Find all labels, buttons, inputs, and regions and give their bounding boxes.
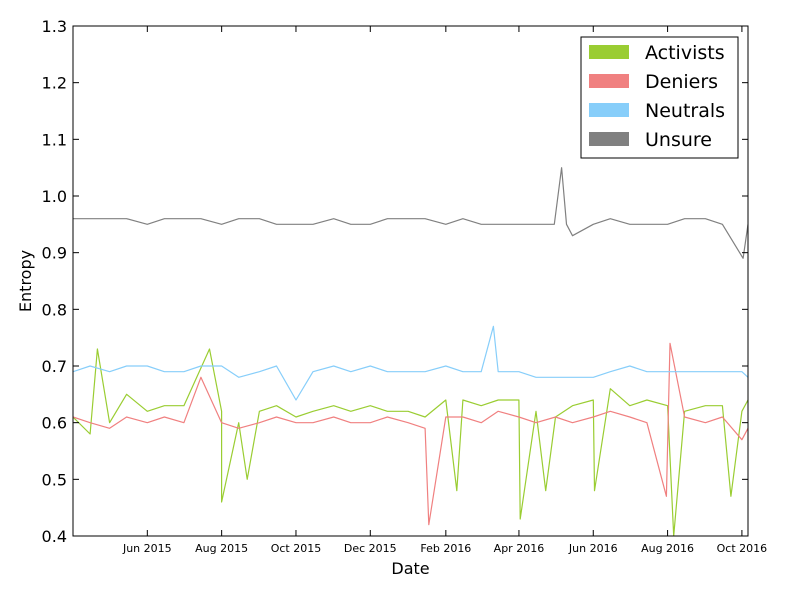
x-tick-label: Aug 2015 (195, 542, 248, 555)
series-layer (73, 167, 748, 536)
y-tick-label: 0.7 (42, 357, 67, 376)
series-line-unsure (73, 167, 748, 259)
legend-swatch-unsure (589, 132, 629, 146)
y-axis-label: Entropy (16, 250, 35, 312)
y-tick-label: 0.5 (42, 470, 67, 489)
x-tick-label: Apr 2016 (494, 542, 545, 555)
y-tick-label: 1.3 (42, 17, 67, 36)
x-tick-label: Jun 2015 (122, 542, 172, 555)
x-tick-label: Aug 2016 (641, 542, 694, 555)
y-tick-label: 1.2 (42, 74, 67, 93)
x-tick-label: Dec 2015 (344, 542, 397, 555)
legend-swatch-deniers (589, 74, 629, 88)
x-tick-label: Feb 2016 (420, 542, 471, 555)
y-tick-label: 0.8 (42, 300, 67, 319)
legend-swatch-neutrals (589, 103, 629, 117)
x-tick-label: Oct 2016 (717, 542, 768, 555)
y-tick-label: 0.6 (42, 414, 67, 433)
legend: Activists Deniers Neutrals Unsure (580, 36, 739, 159)
y-tick-label: 1.0 (42, 187, 67, 206)
legend-label-neutrals: Neutrals (645, 100, 725, 122)
series-line-neutrals (73, 325, 748, 401)
y-tick-label: 0.4 (42, 527, 67, 546)
series-line-activists (73, 348, 748, 536)
legend-label-deniers: Deniers (645, 71, 718, 93)
plot-area-border (72, 25, 749, 537)
x-axis: Jun 2015 Aug 2015 Oct 2015 Dec 2015 Feb 2016… (122, 26, 767, 555)
y-tick-label: 1.1 (42, 130, 67, 149)
x-tick-label: Jun 2016 (568, 542, 618, 555)
x-tick-label: Oct 2015 (271, 542, 322, 555)
legend-label-activists: Activists (645, 42, 725, 64)
series-line-deniers (73, 342, 748, 526)
legend-swatch-activists (589, 45, 629, 59)
y-axis: 0.4 0.5 0.6 0.7 0.8 0.9 1.0 1.1 1.2 1.3 (42, 17, 748, 546)
x-axis-label: Date (391, 559, 429, 578)
legend-label-unsure: Unsure (645, 129, 712, 151)
y-tick-label: 0.9 (42, 244, 67, 263)
